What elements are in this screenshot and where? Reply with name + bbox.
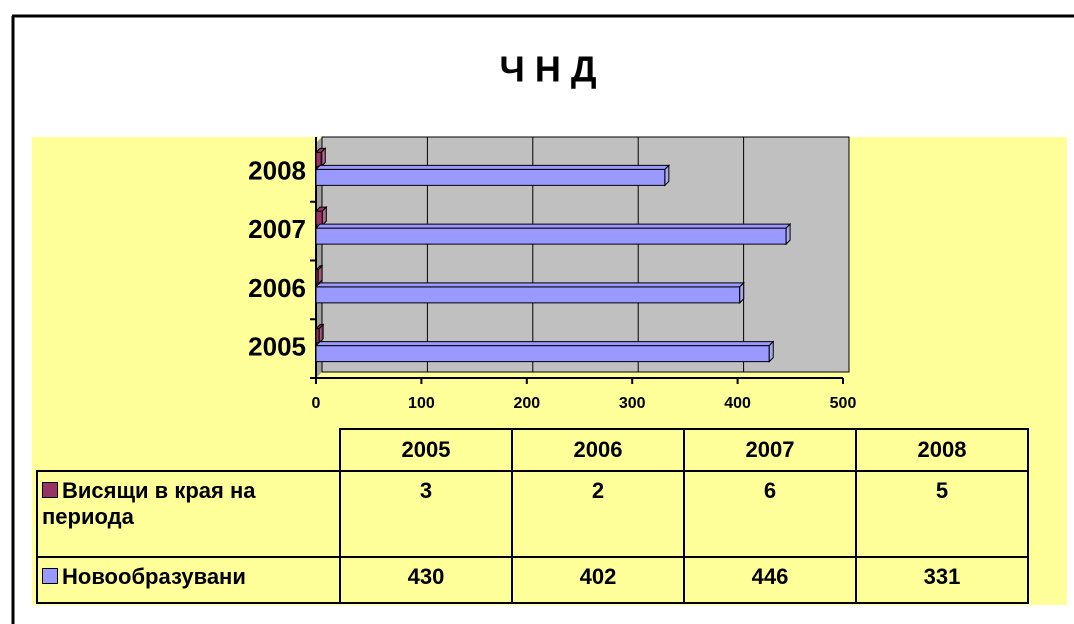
value-cell: 331 [855, 556, 1029, 604]
header-cell: 2006 [511, 428, 685, 472]
y-tick-label: 2007 [248, 214, 306, 244]
x-tick-label: 500 [830, 395, 857, 412]
bar-side [321, 205, 327, 227]
plot-floor [316, 137, 322, 378]
x-tick-label: 200 [513, 395, 540, 412]
value-cell: 6 [683, 470, 857, 558]
value-cell: 2 [511, 470, 685, 558]
x-tick-label: 100 [408, 395, 435, 412]
bar-side [768, 340, 774, 363]
bar-side [664, 164, 670, 187]
bar [315, 210, 323, 226]
bar [315, 286, 741, 304]
header-cell: 2005 [339, 428, 513, 472]
value-cell: 446 [683, 556, 857, 604]
bar [315, 345, 770, 363]
bar-side [785, 222, 791, 246]
legend-label: Висящи в края на периода [42, 478, 256, 529]
bar [315, 168, 666, 186]
bar-top [314, 341, 775, 347]
bar-side [317, 264, 323, 286]
bar-top [314, 223, 792, 229]
y-tick-label: 2006 [248, 273, 306, 303]
legend-cell: Новообразувани [36, 556, 341, 604]
bar [315, 151, 322, 167]
table-row: Новообразувани 430 402 446 331 [36, 556, 1029, 604]
y-tick-label: 2005 [248, 332, 306, 362]
value-cell: 430 [339, 556, 513, 604]
blank-cell [37, 429, 340, 471]
x-tick-label: 0 [312, 395, 321, 412]
y-tick-label: 2008 [248, 155, 306, 185]
bar-side [320, 147, 326, 168]
table-row: Висящи в края на периода 3 2 6 5 [36, 470, 1029, 558]
table-header: 2005 2006 2007 2008 [37, 428, 1029, 472]
legend-key [42, 482, 58, 498]
header-cell: 2007 [683, 428, 857, 472]
legend-key [42, 568, 58, 584]
chart-title: Ч Н Д [500, 49, 597, 90]
value-cell: 402 [511, 556, 685, 604]
bar-side [318, 323, 324, 344]
value-cell: 5 [855, 470, 1029, 558]
bar [315, 227, 787, 245]
bar-side [739, 281, 745, 305]
x-tick-label: 300 [619, 395, 646, 412]
bar-top [314, 164, 671, 170]
legend-cell: Висящи в края на периода [36, 470, 341, 558]
value-cell: 3 [339, 470, 513, 558]
header-cell: 2008 [855, 428, 1029, 472]
legend-label: Новообразувани [62, 564, 246, 589]
x-tick-label: 400 [724, 395, 751, 412]
bar-top [314, 282, 745, 288]
data-table: 2005 2006 2007 2008 Висящи в края на периода… [36, 428, 1029, 604]
